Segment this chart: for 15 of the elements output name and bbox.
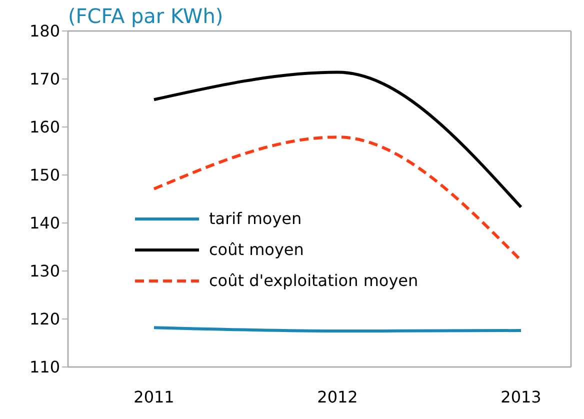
y-tick-label: 150	[29, 166, 60, 185]
y-tick-label: 140	[29, 214, 60, 233]
y-tick-label: 180	[29, 22, 60, 41]
y-tick-label: 110	[29, 358, 60, 377]
x-tick-label: 2011	[134, 387, 174, 406]
legend-label: tarif moyen	[209, 209, 302, 228]
x-tick-label: 2012	[317, 387, 358, 406]
legend-label: coût moyen	[209, 240, 304, 259]
y-tick-label: 130	[29, 262, 60, 281]
y-tick-label: 170	[29, 70, 60, 89]
x-tick-label: 2013	[500, 387, 542, 406]
legend-label: coût d'exploitation moyen	[209, 271, 418, 290]
y-tick-label: 120	[29, 310, 60, 329]
chart-title: (FCFA par KWh)	[68, 4, 224, 28]
y-tick-label: 160	[29, 118, 60, 137]
